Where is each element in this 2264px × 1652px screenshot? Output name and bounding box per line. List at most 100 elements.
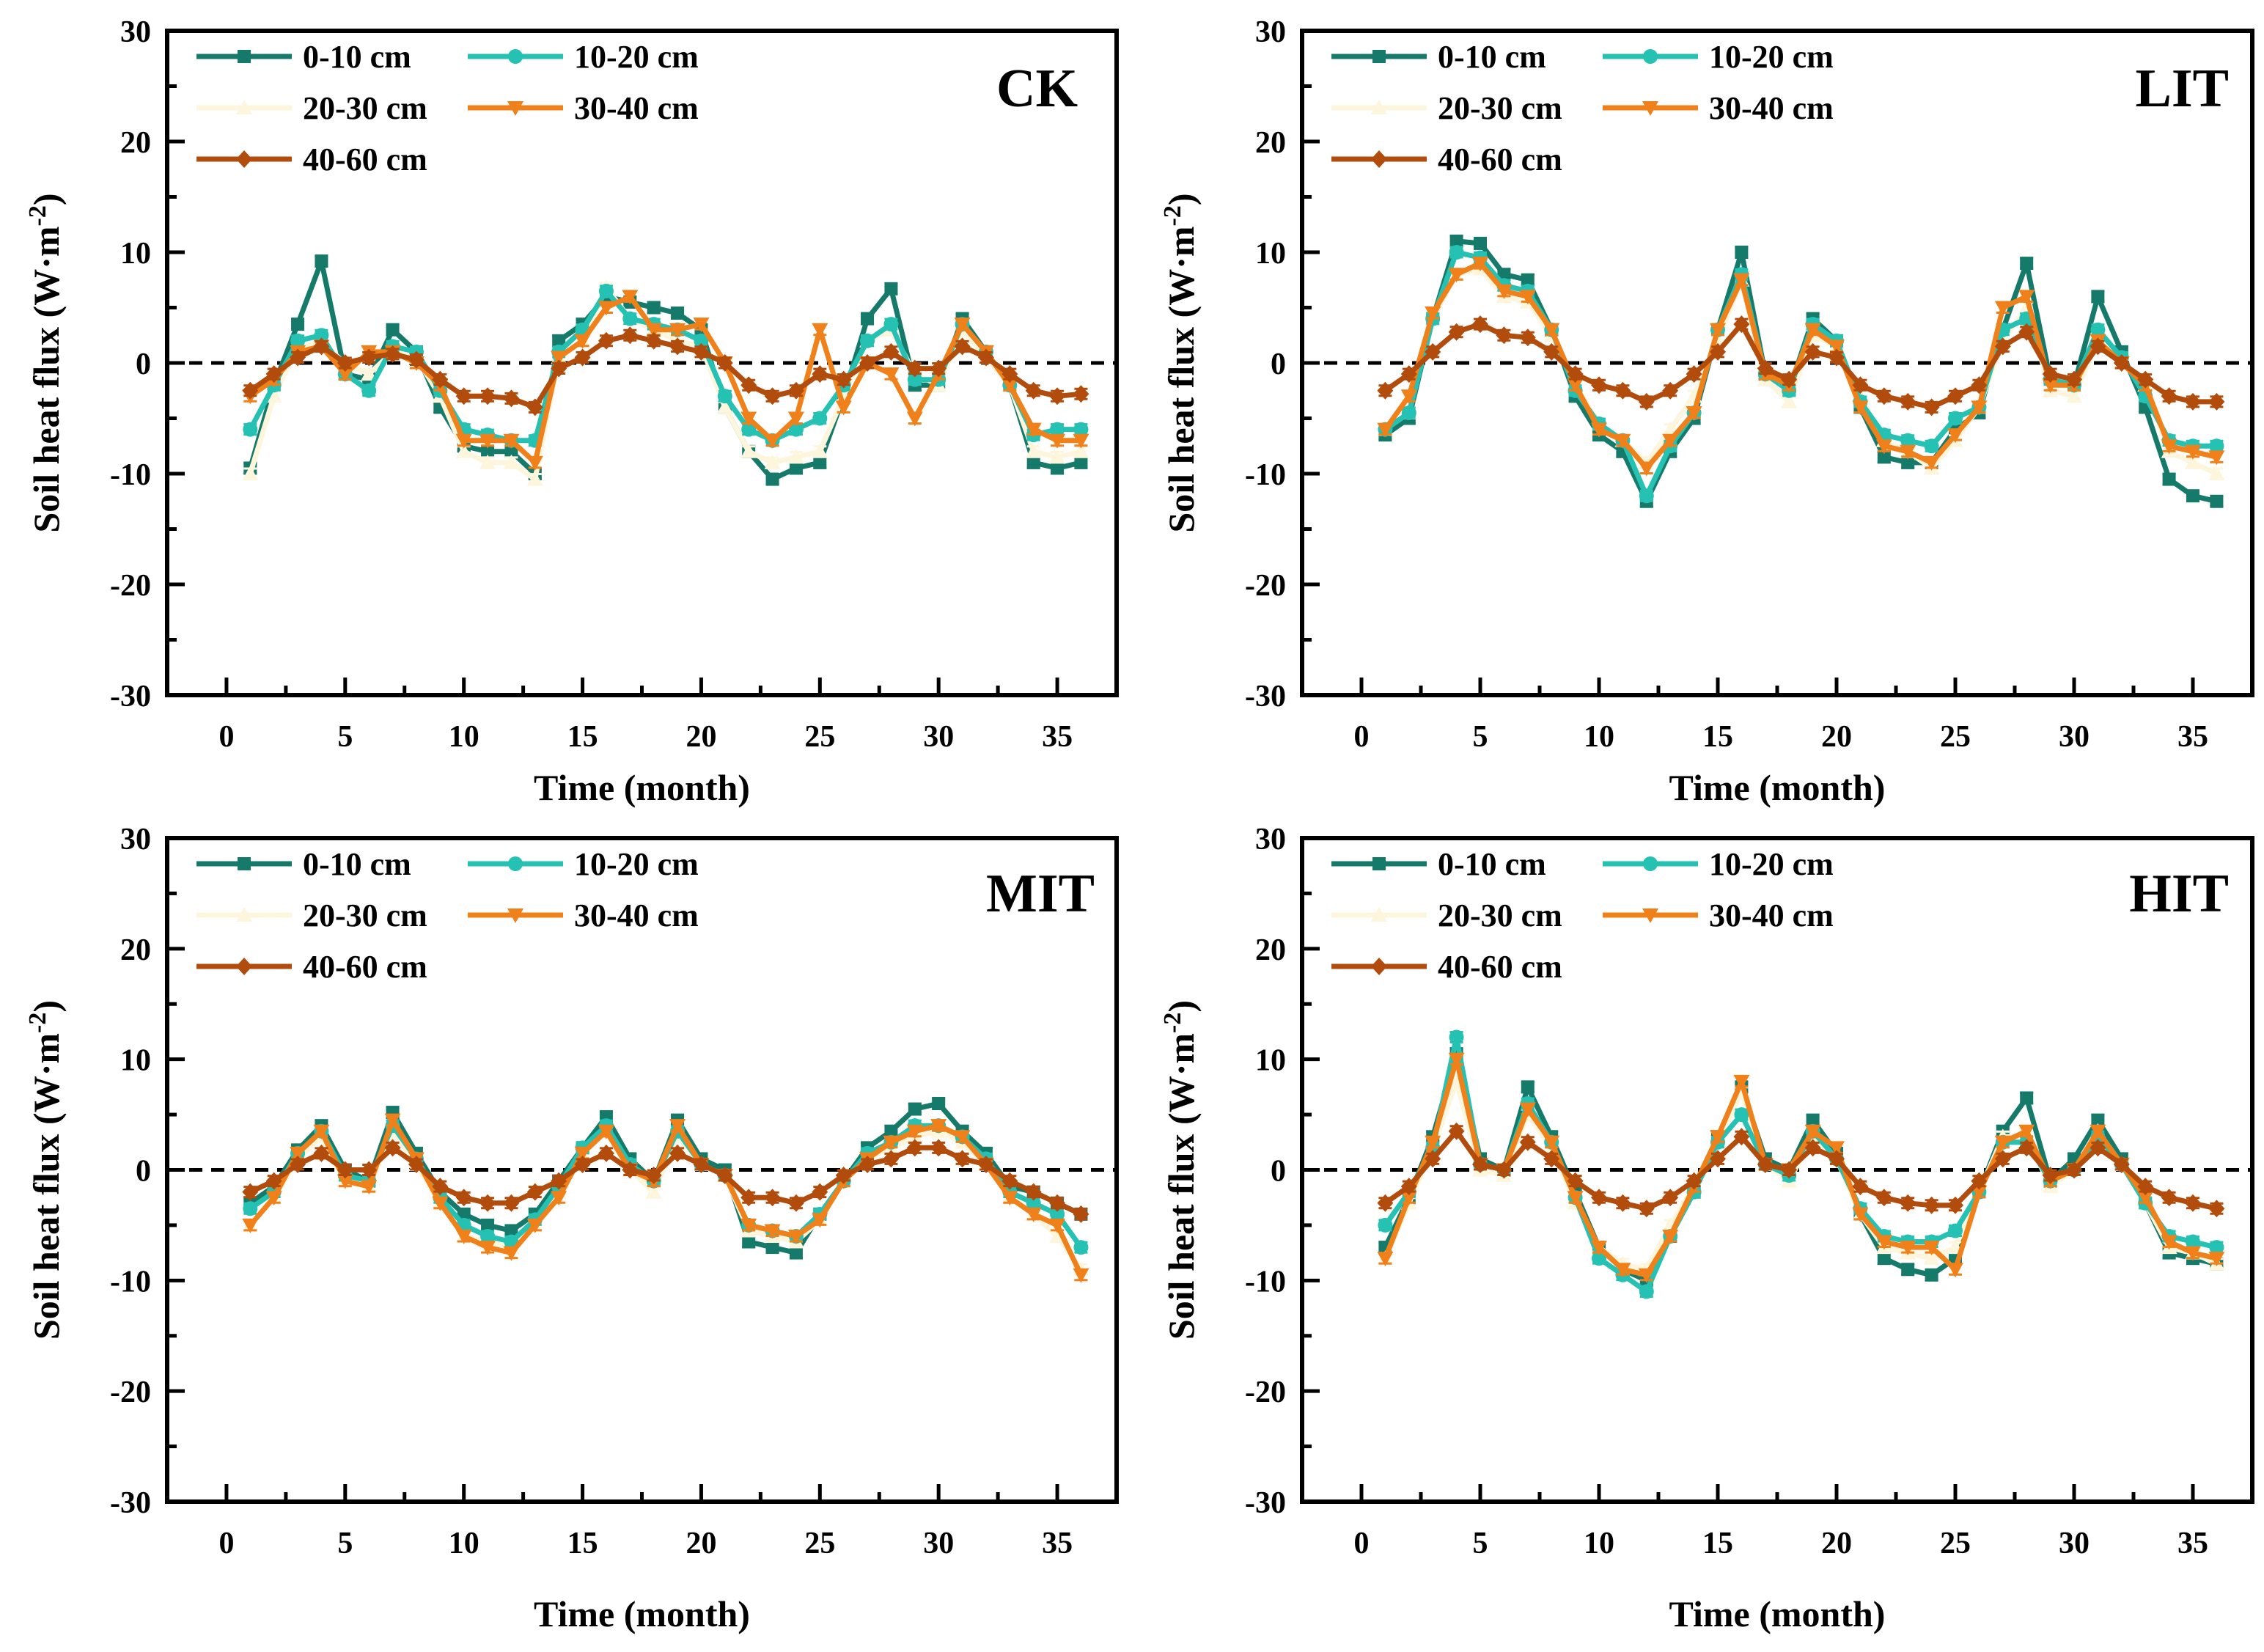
data-point [1025,1207,1042,1222]
data-point [1543,323,1560,338]
data-point [432,370,449,389]
data-point [1074,455,1088,469]
legend: 0-10 cm 10-20 cm 20-30 cm 30-40 cm 40-60 cm [1331,846,1834,985]
data-point [1900,392,1916,411]
data-point [1781,393,1798,408]
data-point [1638,1268,1655,1283]
panel-title: HIT [2129,864,2229,924]
data-point [503,454,520,469]
legend-item: 40-60 cm [196,142,427,177]
x-tick-label: 25 [804,720,835,754]
data-point [479,387,496,405]
data-point [1710,342,1726,361]
x-axis-title: Time (month) [534,1593,750,1634]
data-point [2042,378,2059,394]
data-point [1923,1241,1940,1256]
legend-item: 30-40 cm [468,897,699,933]
data-point [906,359,923,378]
data-point [764,1189,781,1207]
data-point [1001,1191,1018,1206]
data-point [1875,1189,1892,1207]
chart-panel-ck: -30 -20 -10 0 10 20 30 0 5 10 15 20 25 30 35 Time (mont… [24,15,1119,808]
data-point [2020,1091,2034,1105]
data-point [693,317,710,333]
x-axis-title: Time (month) [1669,767,1886,808]
data-point [883,367,900,383]
data-point [1852,376,1869,394]
data-point [669,1119,686,1134]
data-point [455,387,472,405]
data-point [503,389,520,408]
y-tick-label: 20 [120,933,151,967]
data-point [265,1191,282,1206]
data-point [1400,365,1417,383]
data-point [2090,1139,2106,1157]
data-point [764,454,781,469]
data-point [361,1180,378,1195]
data-point [1050,1206,1065,1222]
data-point [1662,433,1679,449]
data-point [1073,422,1089,437]
x-tick-label: 15 [1702,720,1733,754]
y-tick-label: 10 [1255,1044,1286,1078]
data-point [526,398,543,416]
x-tick-label: 30 [2059,1527,2090,1560]
data-point [479,433,496,449]
data-point [1900,1241,1916,1256]
data-point [1049,433,1066,449]
data-point [1592,1251,1606,1266]
legend-marker [1643,856,1658,871]
legend-marker [507,908,523,923]
data-point [669,337,686,356]
data-point [243,422,258,437]
legend-item: 20-30 cm [1331,90,1562,126]
y-tick-label: -20 [110,1376,151,1409]
data-point [787,1230,804,1244]
x-tick-label: 10 [449,1527,479,1560]
data-point [954,1130,971,1145]
legend-item: 10-20 cm [468,39,699,75]
chart-panel-mit: -30 -20 -10 0 10 20 30 0 5 10 15 20 25 30 35 Time (mont… [24,823,1119,1634]
legend: 0-10 cm 10-20 cm 20-30 cm 30-40 cm 40-60 cm [196,39,699,177]
x-tick-label: 35 [1042,1527,1073,1560]
x-tick-label: 5 [337,1527,353,1560]
data-point [455,1189,472,1207]
x-tick-label: 5 [1473,1527,1488,1560]
data-point [598,283,614,298]
y-tick-label: 20 [120,126,151,160]
data-point [977,348,994,367]
data-point [1543,342,1560,361]
data-point [1900,1194,1916,1212]
data-point [242,381,259,400]
data-point [337,354,353,372]
data-point [2209,438,2224,454]
x-tick-label: 5 [337,720,353,754]
panel-title: LIT [2135,59,2229,119]
y-tick-label: -10 [110,458,151,492]
data-point [1567,1172,1584,1190]
data-point [740,411,757,427]
x-tick-label: 30 [2059,720,2090,754]
data-point [361,383,377,398]
data-point [1496,326,1513,345]
legend-label: 40-60 cm [303,949,427,985]
y-tick-label: -30 [110,1486,151,1520]
legend-label: 30-40 cm [574,897,699,933]
legend-label: 10-20 cm [1709,846,1834,882]
legend-label: 0-10 cm [303,39,411,75]
data-point [1971,400,1988,416]
y-tick-label: 10 [1255,237,1286,271]
legend-label: 20-30 cm [1438,90,1562,126]
data-point [265,388,282,403]
data-point [337,367,353,383]
data-point [622,1161,639,1179]
legend-label: 10-20 cm [574,846,699,882]
data-point [2091,1113,2105,1127]
data-point [1971,1172,1988,1190]
data-point [1971,376,1988,394]
data-point [645,331,662,350]
data-point [764,1224,781,1239]
data-point [1994,1150,2011,1168]
data-point [1806,1113,1820,1127]
data-point [526,1183,543,1201]
